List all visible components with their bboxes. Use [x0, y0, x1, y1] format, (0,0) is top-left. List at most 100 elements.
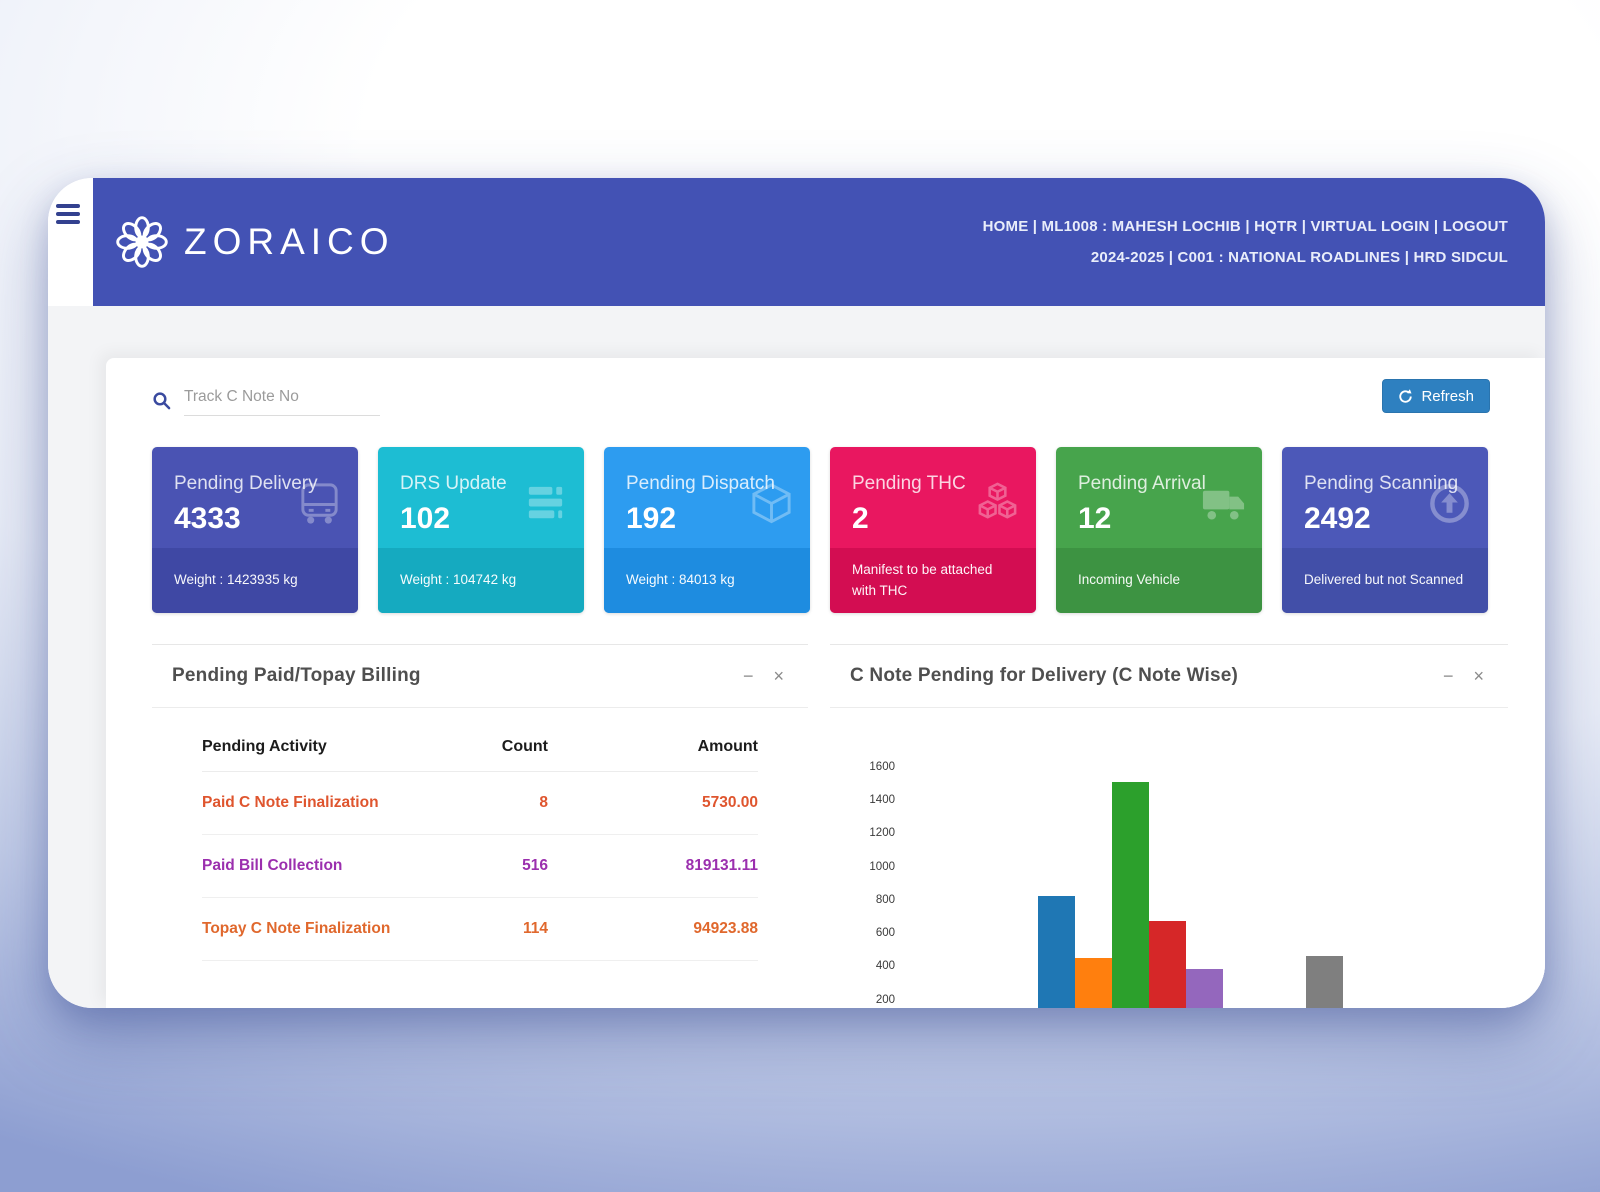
search-input[interactable]	[184, 388, 380, 416]
y-axis-tick: 1200	[869, 827, 895, 840]
minimize-icon[interactable]: −	[1442, 666, 1454, 686]
panels-row: Pending Paid/Topay Billing − × Pending A…	[152, 644, 1508, 1008]
chart-bar	[1149, 921, 1186, 1008]
kpi-card-body: Pending Delivery 4333	[152, 447, 358, 548]
billing-amount-value: 94923.88	[693, 920, 758, 937]
kpi-card-title: Pending Delivery	[174, 473, 318, 494]
kpi-card[interactable]: Pending Dispatch 192 Weight : 84013 kg	[604, 447, 810, 613]
menu-icon[interactable]	[56, 204, 93, 224]
kpi-card-value: 2	[852, 502, 869, 535]
refresh-button[interactable]: Refresh	[1382, 379, 1490, 413]
billing-activity-link[interactable]: Paid C Note Finalization	[202, 794, 379, 811]
bus-icon	[296, 480, 343, 527]
close-icon[interactable]: ×	[773, 666, 784, 686]
top-row: ZORAICO HOME | ML1008 : MAHESH LOCHIB | …	[48, 178, 1545, 306]
upload-icon	[1426, 480, 1473, 527]
dashboard-panel: Refresh Pending Delivery 4333 Weight : 142…	[106, 358, 1545, 1008]
billing-activity-link[interactable]: Paid Bill Collection	[202, 857, 343, 874]
cubes-icon	[974, 480, 1021, 527]
app-header: ZORAICO HOME | ML1008 : MAHESH LOCHIB | …	[93, 178, 1545, 306]
kpi-card-title: Pending THC	[852, 473, 966, 494]
refresh-icon	[1398, 388, 1413, 404]
kpi-card-value: 2492	[1304, 502, 1371, 535]
kpi-card-footer: Weight : 104742 kg	[378, 548, 584, 613]
y-axis-tick: 400	[875, 960, 895, 973]
app-window: ZORAICO HOME | ML1008 : MAHESH LOCHIB | …	[48, 178, 1545, 1008]
chart-bar	[1306, 956, 1344, 1008]
truck-icon	[1200, 480, 1247, 527]
chart-bar	[1112, 781, 1149, 1008]
chart-panel: C Note Pending for Delivery (C Note Wise…	[830, 644, 1508, 1008]
brand-name: ZORAICO	[184, 221, 395, 262]
search-icon	[152, 388, 171, 415]
billing-table: Pending Activity Count Amount Paid C Not…	[202, 724, 758, 961]
billing-activity-link[interactable]: Topay C Note Finalization	[202, 920, 391, 937]
header-left-strip	[48, 178, 93, 306]
kpi-card-body: Pending Dispatch 192	[604, 447, 810, 548]
kpi-card[interactable]: Pending Arrival 12 Incoming Vehicle	[1056, 447, 1262, 613]
y-axis-tick: 1600	[869, 760, 895, 773]
kpi-card-footer: Manifest to be attached with THC	[830, 548, 1036, 613]
billing-amount-value: 819131.11	[685, 857, 758, 874]
table-row: Topay C Note Finalization 114 94923.88	[202, 898, 758, 961]
cube-icon	[748, 480, 795, 527]
billing-count-value: 114	[522, 920, 548, 937]
chart-area: 200 400 600 800 1000 1200 1400 1600	[830, 708, 1508, 1008]
billing-panel: Pending Paid/Topay Billing − × Pending A…	[152, 644, 808, 1008]
brand-logo[interactable]: ZORAICO	[115, 215, 395, 269]
billing-count-value: 516	[522, 857, 548, 874]
close-icon[interactable]: ×	[1473, 666, 1484, 686]
kpi-card-value: 12	[1078, 502, 1112, 535]
toolbar: Refresh	[106, 358, 1545, 447]
y-axis-tick: 1400	[869, 793, 895, 806]
kpi-card-title: DRS Update	[400, 473, 507, 494]
kpi-card-footer: Delivered but not Scanned	[1282, 548, 1488, 613]
kpi-row: Pending Delivery 4333 Weight : 1423935 kg D…	[152, 447, 1545, 613]
kpi-card-value: 192	[626, 502, 677, 535]
kpi-card-body: DRS Update 102	[378, 447, 584, 548]
chart-bar	[1075, 958, 1112, 1008]
kpi-card[interactable]: Pending THC 2 Manifest to be attached with…	[830, 447, 1036, 613]
minimize-icon[interactable]: −	[742, 666, 754, 686]
y-axis-tick: 600	[875, 927, 895, 940]
kpi-card[interactable]: Pending Scanning 2492 Delivered but not Sc…	[1282, 447, 1488, 613]
kpi-card-value: 4333	[174, 502, 241, 535]
kpi-card[interactable]: DRS Update 102 Weight : 104742 kg	[378, 447, 584, 613]
top-nav: HOME | ML1008 : MAHESH LOCHIB | HQTR | V…	[983, 211, 1508, 273]
server-icon	[522, 480, 569, 527]
kpi-card-footer: Weight : 1423935 kg	[152, 548, 358, 613]
billing-panel-title: Pending Paid/Topay Billing	[172, 665, 421, 686]
flower-logo-icon	[115, 215, 169, 269]
kpi-card-footer: Weight : 84013 kg	[604, 548, 810, 613]
chart-panel-header: C Note Pending for Delivery (C Note Wise…	[830, 645, 1508, 708]
nav-line-primary[interactable]: HOME | ML1008 : MAHESH LOCHIB | HQTR | V…	[982, 218, 1508, 235]
search-field[interactable]	[152, 388, 380, 416]
y-axis-tick: 1000	[869, 860, 895, 873]
y-axis-tick: 200	[875, 993, 895, 1006]
billing-table-header: Pending Activity Count Amount	[202, 724, 758, 772]
kpi-card[interactable]: Pending Delivery 4333 Weight : 1423935 kg	[152, 447, 358, 613]
column-header-amount: Amount	[697, 738, 758, 755]
kpi-card-title: Pending Arrival	[1078, 473, 1206, 494]
table-row: Paid Bill Collection 516 819131.11	[202, 835, 758, 898]
kpi-card-body: Pending Scanning 2492	[1282, 447, 1488, 548]
nav-line-secondary[interactable]: 2024-2025 | C001 : NATIONAL ROADLINES | …	[1090, 249, 1508, 266]
kpi-card-value: 102	[400, 502, 451, 535]
billing-amount-value: 5730.00	[701, 794, 758, 811]
content-area: Refresh Pending Delivery 4333 Weight : 142…	[48, 306, 1545, 1008]
billing-count-value: 8	[539, 794, 548, 811]
chart-bar	[1186, 968, 1223, 1008]
chart-panel-title: C Note Pending for Delivery (C Note Wise…	[850, 665, 1239, 686]
kpi-card-body: Pending THC 2	[830, 447, 1036, 548]
kpi-card-title: Pending Dispatch	[626, 473, 775, 494]
billing-panel-header: Pending Paid/Topay Billing − ×	[152, 645, 808, 708]
column-header-activity: Pending Activity	[202, 738, 327, 755]
y-axis-tick: 800	[875, 893, 895, 906]
kpi-card-title: Pending Scanning	[1304, 473, 1459, 494]
table-row: Paid C Note Finalization 8 5730.00	[202, 772, 758, 835]
refresh-label: Refresh	[1421, 387, 1474, 405]
kpi-card-body: Pending Arrival 12	[1056, 447, 1262, 548]
column-header-count: Count	[501, 738, 548, 755]
chart-bar	[1038, 896, 1075, 1008]
billing-table-body: Paid C Note Finalization 8 5730.00 Paid Bil…	[202, 772, 758, 961]
